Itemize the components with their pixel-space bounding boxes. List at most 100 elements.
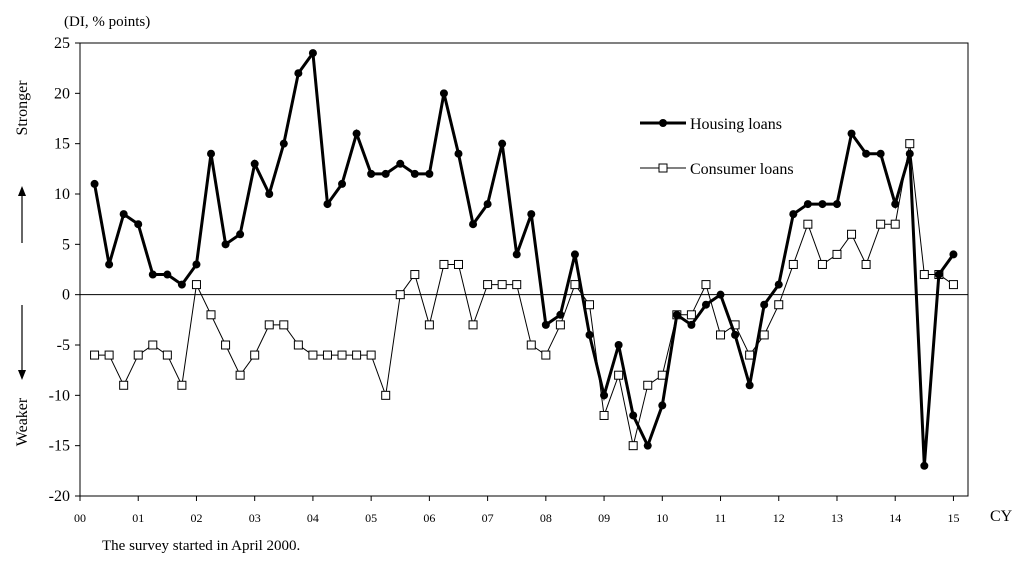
x-tick-label: 01 [132, 511, 144, 525]
data-point-consumer-loans [410, 270, 420, 280]
data-point-consumer-loans [774, 300, 784, 310]
data-point-housing-loans [585, 330, 594, 339]
y-tick-label: 0 [62, 287, 70, 304]
data-point-housing-loans [803, 200, 812, 209]
x-tick-label: 13 [831, 511, 843, 525]
data-point-consumer-loans [381, 390, 391, 400]
y-tick-label: 20 [54, 85, 70, 102]
survey-note: The survey started in April 2000. [102, 538, 301, 554]
x-tick-label: 02 [190, 511, 202, 525]
data-point-housing-loans [308, 49, 317, 58]
data-point-housing-loans [789, 210, 798, 219]
data-point-housing-loans [512, 250, 521, 259]
data-point-consumer-loans [788, 259, 798, 269]
data-point-consumer-loans [235, 370, 245, 380]
data-point-consumer-loans [250, 350, 260, 360]
data-point-housing-loans [672, 310, 681, 319]
data-point-housing-loans [192, 260, 201, 269]
x-tick-label: 12 [773, 511, 785, 525]
data-point-consumer-loans [133, 350, 143, 360]
data-point-consumer-loans [497, 280, 507, 290]
x-tick-label: 03 [249, 511, 261, 525]
data-point-consumer-loans [803, 219, 813, 229]
plot-frame [79, 42, 969, 497]
data-point-consumer-loans [512, 280, 522, 290]
data-point-consumer-loans [308, 350, 318, 360]
data-point-housing-loans [236, 230, 245, 239]
data-point-housing-loans [323, 200, 332, 209]
data-point-consumer-loans [162, 350, 172, 360]
arrow-down-icon [18, 370, 26, 380]
data-point-consumer-loans [322, 350, 332, 360]
data-point-consumer-loans [395, 290, 405, 300]
data-point-consumer-loans [221, 340, 231, 350]
data-point-housing-loans [891, 200, 900, 209]
unit-label: (DI, % points) [64, 14, 151, 30]
data-point-consumer-loans [686, 310, 696, 320]
series-line-consumer-loans [94, 143, 954, 446]
data-point-consumer-loans [148, 340, 158, 350]
y-tick-label: 25 [54, 35, 70, 52]
data-point-housing-loans [556, 310, 565, 319]
data-point-consumer-loans [948, 280, 958, 290]
data-point-consumer-loans [570, 280, 580, 290]
data-point-consumer-loans [526, 340, 536, 350]
data-point-consumer-loans [424, 320, 434, 330]
data-point-consumer-loans [817, 259, 827, 269]
data-point-consumer-loans [104, 350, 114, 360]
legend-marker-consumer-loans [658, 163, 668, 173]
data-point-consumer-loans [352, 350, 362, 360]
data-point-housing-loans [279, 139, 288, 148]
data-point-housing-loans [629, 411, 638, 420]
data-point-consumer-loans [468, 320, 478, 330]
data-point-housing-loans [847, 129, 856, 138]
data-point-consumer-loans [876, 219, 886, 229]
data-point-housing-loans [90, 179, 99, 188]
x-tick-label: 07 [482, 511, 494, 525]
data-point-consumer-loans [745, 350, 755, 360]
x-tick-label: 04 [307, 511, 319, 525]
x-tick-label: 09 [598, 511, 610, 525]
data-point-housing-loans [934, 270, 943, 279]
data-point-housing-loans [832, 200, 841, 209]
x-tick-label: 06 [423, 511, 435, 525]
data-point-housing-loans [760, 300, 769, 309]
data-point-consumer-loans [701, 280, 711, 290]
data-point-housing-loans [396, 159, 405, 168]
data-point-housing-loans [600, 391, 609, 400]
data-point-housing-loans [454, 149, 463, 158]
data-point-consumer-loans [206, 310, 216, 320]
arrow-up-icon [18, 186, 26, 196]
data-point-housing-loans [177, 280, 186, 289]
data-point-consumer-loans [90, 350, 100, 360]
x-tick-label: 11 [715, 511, 727, 525]
data-point-housing-loans [614, 341, 623, 349]
x-tick-label: 08 [540, 511, 552, 525]
y-tick-label: 5 [62, 236, 70, 253]
y-tick-label: 10 [54, 186, 70, 203]
data-point-consumer-loans [293, 340, 303, 350]
data-point-housing-loans [905, 149, 914, 158]
data-point-housing-loans [294, 69, 303, 78]
data-point-consumer-loans [439, 259, 449, 269]
data-point-housing-loans [949, 250, 958, 259]
data-point-consumer-loans [890, 219, 900, 229]
data-point-consumer-loans [759, 330, 769, 340]
data-point-housing-loans [105, 260, 114, 269]
data-point-consumer-loans [337, 350, 347, 360]
y-tick-label: 15 [54, 136, 70, 153]
direction-weaker-label: Weaker [14, 397, 31, 446]
data-point-housing-loans [687, 320, 696, 329]
data-point-consumer-loans [643, 380, 653, 390]
data-point-consumer-loans [614, 370, 624, 380]
legend-label-housing-loans: Housing loans [690, 116, 782, 133]
data-point-housing-loans [338, 179, 347, 188]
data-point-housing-loans [643, 441, 652, 450]
data-point-consumer-loans [541, 350, 551, 360]
data-point-housing-loans [425, 169, 434, 178]
data-point-consumer-loans [585, 300, 595, 310]
data-point-housing-loans [469, 220, 478, 229]
legend-label-consumer-loans: Consumer loans [690, 161, 794, 178]
data-point-consumer-loans [191, 280, 201, 290]
